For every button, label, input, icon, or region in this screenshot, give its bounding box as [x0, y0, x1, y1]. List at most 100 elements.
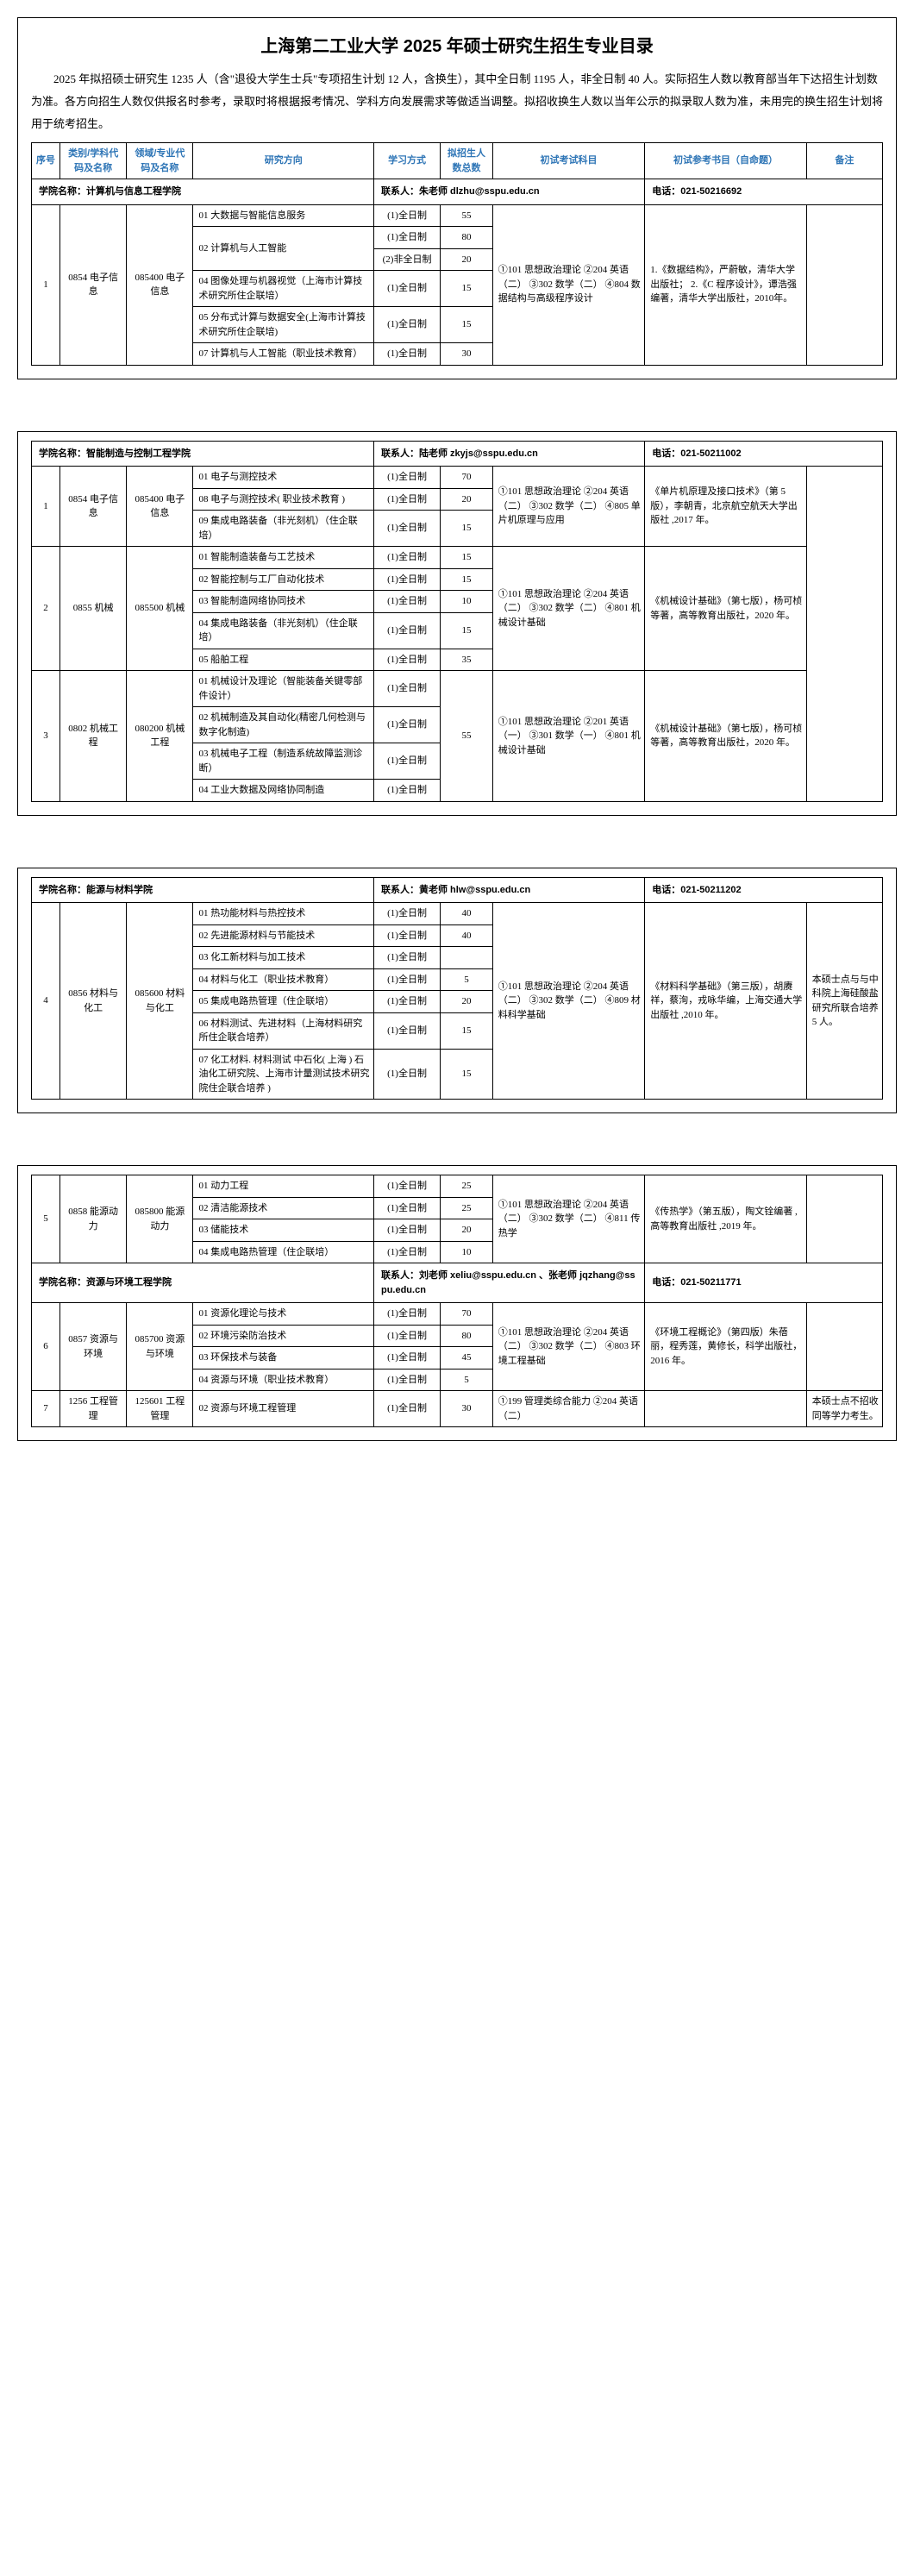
table-row: 1 0854 电子信息 085400 电子信息 01 大数据与智能信息服务 (1… — [32, 204, 883, 227]
num-cell: 20 — [441, 1219, 493, 1242]
num-cell: 10 — [441, 591, 493, 613]
field-cell: 080200 机械工程 — [127, 671, 193, 802]
school-row: 学院名称：智能制造与控制工程学院 联系人：陆老师 zkyjs@sspu.edu.… — [32, 441, 883, 467]
num-cell: 35 — [441, 649, 493, 671]
cat-cell: 0857 资源与环境 — [60, 1303, 127, 1391]
num-cell: 15 — [441, 271, 493, 307]
mode-cell: (1)全日制 — [373, 1325, 440, 1347]
dir-cell: 07 化工材料. 材料测试 中石化( 上海 ) 石油化工研究院、上海市计量测试技… — [193, 1049, 374, 1100]
mode-cell: (1)全日制 — [373, 1391, 440, 1427]
table-row: 6 0857 资源与环境 085700 资源与环境 01 资源化理论与技术 (1… — [32, 1303, 883, 1326]
header-row: 序号 类别/学科代码及名称 领域/专业代码及名称 研究方向 学习方式 拟招生人数… — [32, 143, 883, 179]
num-cell: 20 — [441, 991, 493, 1013]
dir-cell: 01 智能制造装备与工艺技术 — [193, 547, 374, 569]
dir-cell: 03 机械电子工程（制造系统故障监测诊断） — [193, 743, 374, 780]
exam-cell: ①101 思想政治理论 ②204 英语（二） ③302 数学（二） ④809 材… — [492, 903, 644, 1100]
th-num: 拟招生人数总数 — [441, 143, 493, 179]
dir-cell: 03 智能制造网络协同技术 — [193, 591, 374, 613]
school-name: 学院名称：资源与环境工程学院 — [32, 1263, 374, 1303]
school-contact: 联系人：黄老师 hlw@sspu.edu.cn — [373, 877, 644, 903]
field-cell: 085700 资源与环境 — [127, 1303, 193, 1391]
dir-cell: 05 集成电路热管理（住企联培） — [193, 991, 374, 1013]
intro-paragraph: 2025 年拟招硕士研究生 1235 人（含"退役大学生士兵"专项招生计划 12… — [31, 68, 883, 135]
field-cell: 125601 工程管理 — [127, 1391, 193, 1427]
page-1: 上海第二工业大学 2025 年硕士研究生招生专业目录 2025 年拟招硕士研究生… — [17, 17, 897, 379]
exam-cell: ①101 思想政治理论 ②204 英语（二） ③302 数学（二） ④811 传… — [492, 1175, 644, 1263]
dir-cell: 04 图像处理与机器视觉（上海市计算技术研究所住企联培） — [193, 271, 374, 307]
book-cell: 《传热学》（第五版），陶文铨编著 ,高等教育出版社 ,2019 年。 — [645, 1175, 806, 1263]
num-cell: 70 — [441, 467, 493, 489]
dir-cell: 04 资源与环境（职业技术教育） — [193, 1369, 374, 1391]
cat-cell: 0856 材料与化工 — [60, 903, 127, 1100]
book-cell: 《环境工程概论》（第四版）朱蓓丽，程秀莲，黄修长，科学出版社，2016 年。 — [645, 1303, 806, 1391]
dir-cell: 02 机械制造及其自动化(精密几何检测与数字化制造) — [193, 707, 374, 743]
mode-cell: (1)全日制 — [373, 1303, 440, 1326]
page-3: 学院名称：能源与材料学院 联系人：黄老师 hlw@sspu.edu.cn 电话：… — [17, 868, 897, 1114]
mode-cell: (1)全日制 — [373, 204, 440, 227]
mode-cell: (1)全日制 — [373, 568, 440, 591]
school-phone: 电话：021-50216692 — [645, 179, 883, 205]
table-row: 4 0856 材料与化工 085600 材料与化工 01 热功能材料与热控技术 … — [32, 903, 883, 925]
num-cell: 30 — [441, 343, 493, 366]
table-row: 7 1256 工程管理 125601 工程管理 02 资源与环境工程管理 (1)… — [32, 1391, 883, 1427]
dir-cell: 02 先进能源材料与节能技术 — [193, 924, 374, 947]
th-seq: 序号 — [32, 143, 60, 179]
book-cell: 《机械设计基础》（第七版），杨可桢等著，高等教育出版社，2020 年。 — [645, 547, 806, 671]
dir-cell: 01 热功能材料与热控技术 — [193, 903, 374, 925]
dir-cell: 05 船舶工程 — [193, 649, 374, 671]
exam-cell: ①101 思想政治理论 ②204 英语（二） ③302 数学（二） ④804 数… — [492, 204, 644, 365]
th-dir: 研究方向 — [193, 143, 374, 179]
num-cell: 55 — [441, 671, 493, 802]
num-cell: 15 — [441, 307, 493, 343]
mode-cell: (1)全日制 — [373, 968, 440, 991]
school-name: 学院名称：计算机与信息工程学院 — [32, 179, 374, 205]
field-cell: 085500 机械 — [127, 547, 193, 671]
table-row: 1 0854 电子信息 085400 电子信息 01 电子与测控技术 (1)全日… — [32, 467, 883, 489]
num-cell: 15 — [441, 547, 493, 569]
dir-cell: 03 储能技术 — [193, 1219, 374, 1242]
num-cell: 40 — [441, 924, 493, 947]
mode-cell: (1)全日制 — [373, 547, 440, 569]
note-cell: 本硕士点与与中科院上海硅酸盐研究所联合培养 5 人。 — [806, 903, 882, 1100]
num-cell — [441, 947, 493, 969]
num-cell: 15 — [441, 1012, 493, 1049]
page-4: 5 0858 能源动力 085800 能源动力 01 动力工程 (1)全日制 2… — [17, 1165, 897, 1441]
th-note: 备注 — [806, 143, 882, 179]
num-cell: 25 — [441, 1197, 493, 1219]
doc-title: 上海第二工业大学 2025 年硕士研究生招生专业目录 — [31, 32, 883, 57]
num-cell: 5 — [441, 1369, 493, 1391]
school-name: 学院名称：能源与材料学院 — [32, 877, 374, 903]
th-exam: 初试考试科目 — [492, 143, 644, 179]
th-field: 领域/专业代码及名称 — [127, 143, 193, 179]
catalog-table-2: 学院名称：智能制造与控制工程学院 联系人：陆老师 zkyjs@sspu.edu.… — [31, 441, 883, 802]
school-phone: 电话：021-50211202 — [645, 877, 883, 903]
num-cell: 5 — [441, 968, 493, 991]
mode-cell: (1)全日制 — [373, 1197, 440, 1219]
mode-cell: (1)全日制 — [373, 612, 440, 649]
catalog-table-4: 5 0858 能源动力 085800 能源动力 01 动力工程 (1)全日制 2… — [31, 1175, 883, 1427]
th-cat: 类别/学科代码及名称 — [60, 143, 127, 179]
seq-cell: 5 — [32, 1175, 60, 1263]
cat-cell: 1256 工程管理 — [60, 1391, 127, 1427]
seq-cell: 2 — [32, 547, 60, 671]
seq-cell: 4 — [32, 903, 60, 1100]
book-cell: 1.《数据结构》，严蔚敏，清华大学出版社； 2.《C 程序设计》，谭浩强编著，清… — [645, 204, 806, 365]
book-cell — [645, 1391, 806, 1427]
mode-cell: (1)全日制 — [373, 488, 440, 511]
school-contact: 联系人：刘老师 xeliu@sspu.edu.cn 、张老师 jqzhang@s… — [373, 1263, 644, 1303]
num-cell: 20 — [441, 488, 493, 511]
num-cell: 40 — [441, 903, 493, 925]
school-phone: 电话：021-50211771 — [645, 1263, 883, 1303]
mode-cell: (1)全日制 — [373, 1219, 440, 1242]
school-name: 学院名称：智能制造与控制工程学院 — [32, 441, 374, 467]
school-row: 学院名称：计算机与信息工程学院 联系人：朱老师 dlzhu@sspu.edu.c… — [32, 179, 883, 205]
dir-cell: 04 集成电路热管理（住企联培） — [193, 1241, 374, 1263]
num-cell: 15 — [441, 612, 493, 649]
num-cell: 30 — [441, 1391, 493, 1427]
catalog-table-1: 序号 类别/学科代码及名称 领域/专业代码及名称 研究方向 学习方式 拟招生人数… — [31, 142, 883, 366]
mode-cell: (1)全日制 — [373, 649, 440, 671]
exam-cell: ①101 思想政治理论 ②204 英语（二） ③302 数学（二） ④803 环… — [492, 1303, 644, 1391]
mode-cell: (2)非全日制 — [373, 248, 440, 271]
cat-cell: 0854 电子信息 — [60, 467, 127, 547]
num-cell: 55 — [441, 204, 493, 227]
